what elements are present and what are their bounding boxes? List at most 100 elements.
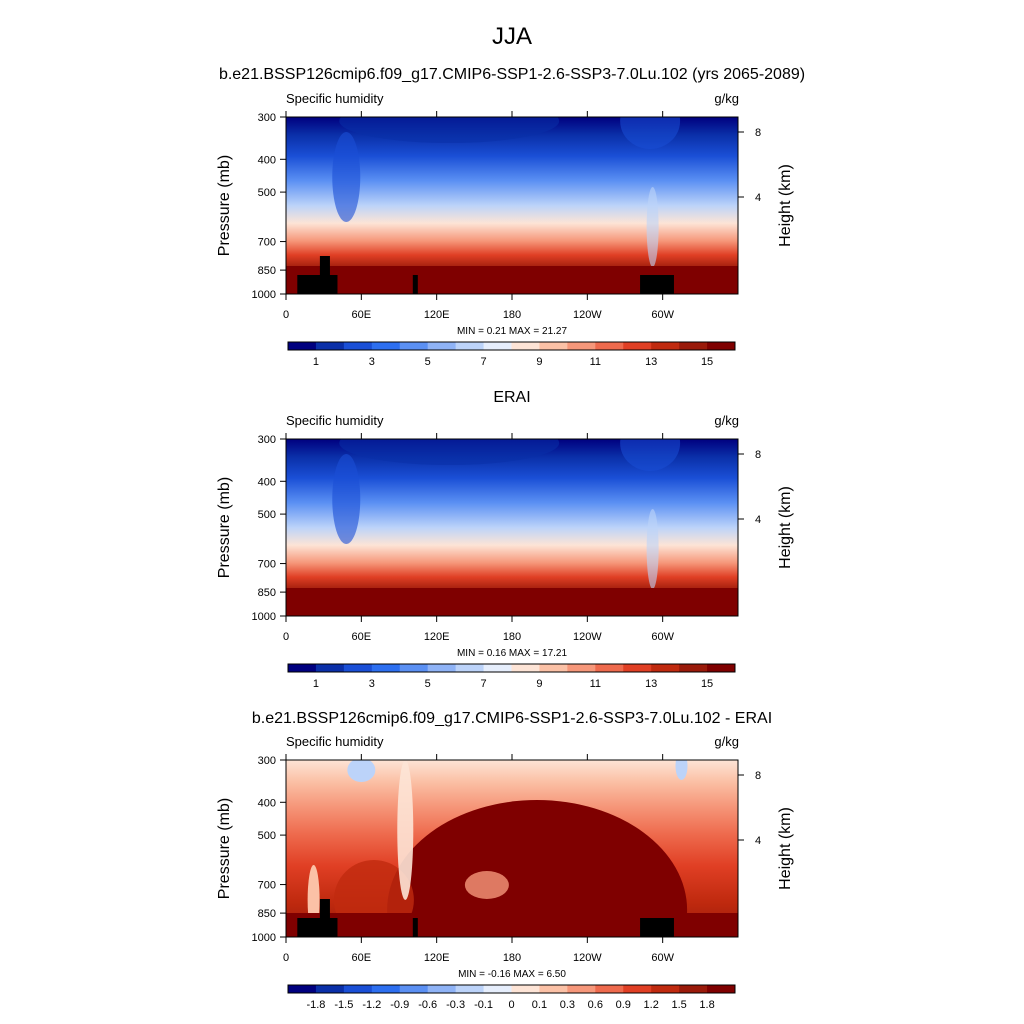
diff-region xyxy=(464,871,509,899)
y-tick-label: 850 xyxy=(258,587,276,599)
colorbar-label: 0 xyxy=(508,999,514,1011)
dry-tongue xyxy=(332,132,361,222)
dry-tongue xyxy=(332,454,361,544)
y-right-axis-title: Height (km) xyxy=(777,807,794,890)
x-tick-label: 0 xyxy=(283,952,289,964)
colorbar-label: 9 xyxy=(536,678,542,690)
colorbar-swatch xyxy=(679,342,708,350)
colorbar-frame xyxy=(287,341,736,351)
y-axis-title: Pressure (mb) xyxy=(216,477,233,578)
right-string: g/kg xyxy=(714,413,739,428)
colorbar-swatch xyxy=(315,342,345,350)
colorbar-swatch xyxy=(679,664,708,672)
boundary-layer xyxy=(286,588,738,616)
x-tick-label: 60W xyxy=(651,631,674,643)
colorbar-label: -1.2 xyxy=(362,999,381,1011)
min-max-text: MIN = -0.16 MAX = 6.50 xyxy=(458,969,566,980)
colorbar-swatch xyxy=(567,664,596,672)
colorbar-swatch xyxy=(371,985,401,993)
colorbar-swatch xyxy=(399,664,429,672)
page-title: JJA xyxy=(492,23,532,50)
colorbar-swatch xyxy=(623,342,652,350)
topography xyxy=(319,899,330,937)
colorbar-label: -0.6 xyxy=(418,999,437,1011)
negative-diff xyxy=(347,760,376,782)
colorbar-swatch xyxy=(483,664,512,672)
x-tick-label: 60E xyxy=(352,631,372,643)
colorbar-label: 7 xyxy=(481,678,487,690)
y-tick-label: 500 xyxy=(258,509,276,521)
y-right-axis-title: Height (km) xyxy=(777,486,794,569)
colorbar-label: 0.3 xyxy=(560,999,575,1011)
y-right-axis-title: Height (km) xyxy=(777,164,794,247)
y-tick-label: 1000 xyxy=(252,611,276,623)
low-diff-column xyxy=(397,760,414,900)
x-tick-label: 60W xyxy=(651,309,674,321)
colorbar-frame xyxy=(287,663,736,673)
colorbar-label: 13 xyxy=(645,356,657,368)
y-right-tick-label: 8 xyxy=(755,127,761,139)
y-tick-label: 850 xyxy=(258,908,276,920)
topography xyxy=(297,918,338,937)
colorbar-swatch xyxy=(315,664,345,672)
colorbar-label: -0.1 xyxy=(474,999,493,1011)
y-right-tick-label: 4 xyxy=(755,835,761,847)
moist-plume xyxy=(646,187,659,267)
colorbar-label: 1.5 xyxy=(671,999,686,1011)
topography xyxy=(319,256,330,294)
colorbar-swatch xyxy=(483,985,512,993)
x-tick-label: 60W xyxy=(651,952,674,964)
colorbar-swatch xyxy=(567,985,596,993)
left-string: Specific humidity xyxy=(286,413,384,428)
panel-3: b.e21.BSSP126cmip6.f09_g17.CMIP6-SSP1-2.… xyxy=(216,710,794,1011)
contour-field xyxy=(286,760,738,937)
colorbar-swatch xyxy=(427,342,457,350)
field-background xyxy=(286,439,738,616)
right-string: g/kg xyxy=(714,91,739,106)
y-axis-title: Pressure (mb) xyxy=(216,155,233,256)
y-tick-label: 700 xyxy=(258,559,276,571)
colorbar-swatch xyxy=(707,342,736,350)
topography xyxy=(297,275,338,294)
y-tick-label: 400 xyxy=(258,476,276,488)
min-max-text: MIN = 0.21 MAX = 21.27 xyxy=(457,326,567,337)
colorbar-swatch xyxy=(371,664,401,672)
colorbar-swatch xyxy=(315,985,345,993)
colorbar-label: 1.8 xyxy=(699,999,714,1011)
colorbar-frame xyxy=(287,984,736,994)
min-max-text: MIN = 0.16 MAX = 17.21 xyxy=(457,648,567,659)
right-string: g/kg xyxy=(714,734,739,749)
colorbar-swatch xyxy=(399,985,429,993)
x-tick-label: 120E xyxy=(424,631,450,643)
colorbar-swatch xyxy=(651,664,680,672)
colorbar-label: 9 xyxy=(536,356,542,368)
topography xyxy=(412,918,418,937)
colorbar-swatch xyxy=(288,985,317,993)
panel-title: b.e21.BSSP126cmip6.f09_g17.CMIP6-SSP1-2.… xyxy=(219,66,805,83)
colorbar-label: 3 xyxy=(369,356,375,368)
colorbar-label: -1.5 xyxy=(334,999,353,1011)
colorbar-label: 1.2 xyxy=(644,999,659,1011)
y-right-tick-label: 8 xyxy=(755,449,761,461)
colorbar-swatch xyxy=(427,664,457,672)
x-tick-label: 120W xyxy=(573,309,602,321)
colorbar-swatch xyxy=(399,342,429,350)
contour-field xyxy=(286,117,738,294)
colorbar-swatch xyxy=(511,985,540,993)
left-string: Specific humidity xyxy=(286,734,384,749)
colorbar-swatch xyxy=(539,342,568,350)
colorbar-label: 7 xyxy=(481,356,487,368)
panel-title: b.e21.BSSP126cmip6.f09_g17.CMIP6-SSP1-2.… xyxy=(252,710,772,727)
moist-dome xyxy=(620,439,681,471)
colorbar-label: 15 xyxy=(701,356,713,368)
colorbar-swatch xyxy=(483,342,512,350)
colorbar-label: 11 xyxy=(590,356,601,368)
y-right-tick-label: 4 xyxy=(755,514,761,526)
y-tick-label: 700 xyxy=(258,237,276,249)
colorbar-label: 13 xyxy=(645,678,657,690)
colorbar-swatch xyxy=(511,342,540,350)
x-tick-label: 120W xyxy=(573,952,602,964)
colorbar-label: 0.6 xyxy=(588,999,603,1011)
